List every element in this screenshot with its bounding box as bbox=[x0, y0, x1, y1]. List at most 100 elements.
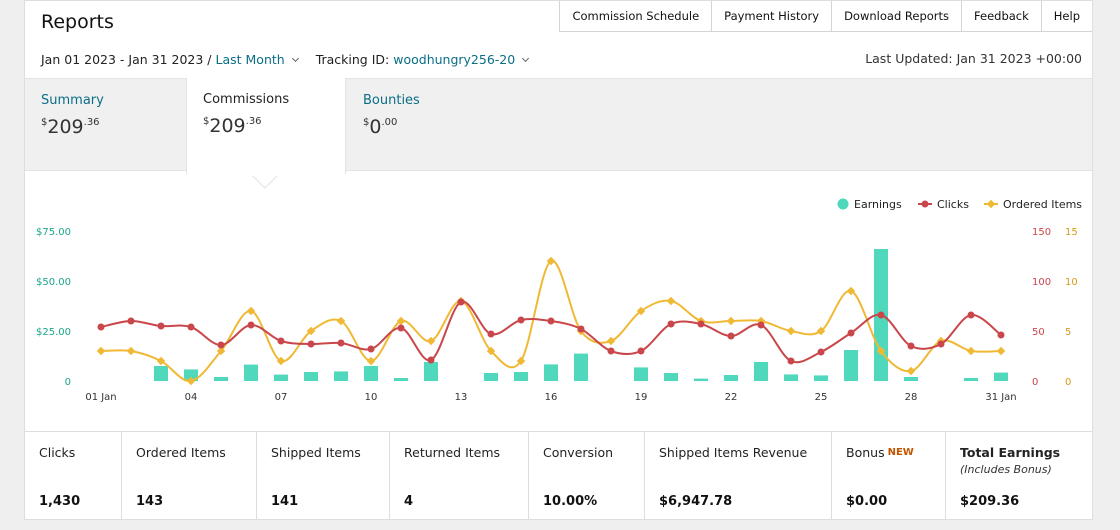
legend-clicks-marker bbox=[921, 200, 929, 208]
clicks-point bbox=[967, 311, 975, 319]
clicks-point bbox=[277, 337, 285, 345]
clicks-point bbox=[937, 340, 945, 348]
x-tick-label: 31 Jan bbox=[985, 392, 1016, 403]
stat-label: Shipped Items Revenue bbox=[659, 445, 808, 460]
clicks-point bbox=[727, 332, 735, 340]
filter-bar: Jan 01 2023 - Jan 31 2023 / Last Month Tr… bbox=[41, 52, 532, 67]
stat-sub-label: (Includes Bonus) bbox=[960, 463, 1052, 476]
stat-label: Total Earnings bbox=[960, 445, 1061, 460]
ordered-items-point bbox=[426, 336, 436, 346]
clicks-point bbox=[217, 341, 225, 349]
nav-download-reports[interactable]: Download Reports bbox=[831, 1, 962, 32]
stat-label: Bonus NEW bbox=[846, 445, 914, 460]
ordered-items-point bbox=[546, 256, 556, 266]
earnings-bar bbox=[154, 366, 168, 381]
nav-help[interactable]: Help bbox=[1040, 1, 1092, 32]
ordered-items-point bbox=[96, 346, 106, 356]
tab-amount: $209.36 bbox=[41, 116, 100, 138]
y-tick-clicks: 50 bbox=[1032, 327, 1045, 338]
y-tick-clicks: 100 bbox=[1032, 277, 1051, 288]
nav-payment-history[interactable]: Payment History bbox=[711, 1, 832, 32]
ordered-items-point bbox=[186, 376, 196, 386]
ordered-items-point bbox=[366, 356, 376, 366]
stat-label: Clicks bbox=[39, 445, 76, 460]
y-tick-items: 10 bbox=[1065, 277, 1078, 288]
y-tick-items: 0 bbox=[1065, 377, 1071, 388]
new-badge: NEW bbox=[887, 447, 914, 458]
period-link[interactable]: Last Month bbox=[215, 52, 285, 67]
clicks-point bbox=[367, 345, 375, 353]
earnings-bar bbox=[244, 364, 258, 381]
ordered-items-point bbox=[666, 296, 676, 306]
ordered-items-point bbox=[996, 346, 1006, 356]
clicks-point bbox=[397, 324, 405, 332]
tracking-id-selector[interactable]: Tracking ID: woodhungry256-20 bbox=[316, 52, 533, 67]
earnings-bar bbox=[274, 374, 288, 381]
earnings-bar bbox=[964, 378, 978, 381]
stat-returned-items: Returned Items 4 bbox=[390, 432, 529, 520]
x-tick-label: 28 bbox=[905, 392, 918, 403]
stat-label: Ordered Items bbox=[136, 445, 226, 460]
tab-summary[interactable]: Summary $209.36 bbox=[25, 79, 185, 171]
earnings-bar bbox=[634, 367, 648, 381]
stat-clicks: Clicks 1,430 bbox=[25, 432, 122, 520]
tab-commissions[interactable]: Commissions $209.36 bbox=[186, 78, 346, 174]
earnings-bar bbox=[544, 364, 558, 381]
stat-shipped-items: Shipped Items 141 bbox=[257, 432, 390, 520]
clicks-point bbox=[307, 340, 315, 348]
x-tick-label: 10 bbox=[365, 392, 378, 403]
clicks-point bbox=[907, 342, 915, 350]
ordered-items-point bbox=[846, 286, 856, 296]
y-tick-earnings: 0 bbox=[65, 377, 71, 388]
stat-value: 141 bbox=[271, 494, 299, 509]
x-tick-label: 07 bbox=[275, 392, 288, 403]
clicks-point bbox=[157, 322, 165, 330]
earnings-bar bbox=[694, 378, 708, 381]
x-tick-label: 04 bbox=[185, 392, 198, 403]
nav-commission-schedule[interactable]: Commission Schedule bbox=[559, 1, 712, 32]
y-tick-items: 5 bbox=[1065, 327, 1071, 338]
y-tick-clicks: 0 bbox=[1032, 377, 1038, 388]
earnings-bar bbox=[724, 375, 738, 381]
tab-bounties[interactable]: Bounties $0.00 bbox=[347, 79, 507, 171]
clicks-point bbox=[97, 323, 105, 331]
legend-earnings-marker bbox=[837, 198, 849, 210]
clicks-point bbox=[847, 329, 855, 337]
earnings-bar bbox=[664, 373, 678, 381]
x-tick-label: 25 bbox=[815, 392, 828, 403]
x-tick-label: 13 bbox=[455, 392, 468, 403]
clicks-line bbox=[100, 300, 1002, 364]
stat-value: $6,947.78 bbox=[659, 494, 733, 509]
tab-label: Bounties bbox=[363, 93, 420, 108]
clicks-point bbox=[427, 356, 435, 364]
y-tick-clicks: 150 bbox=[1032, 227, 1051, 238]
stat-label: Shipped Items bbox=[271, 445, 361, 460]
ordered-items-point bbox=[156, 356, 166, 366]
ordered-items-point bbox=[606, 336, 616, 346]
tab-amount: $0.00 bbox=[363, 116, 398, 138]
clicks-point bbox=[517, 316, 525, 324]
x-tick-label: 01 Jan bbox=[85, 392, 116, 403]
stat-conversion: Conversion 10.00% bbox=[529, 432, 645, 520]
clicks-point bbox=[487, 330, 495, 338]
earnings-bar bbox=[514, 372, 528, 381]
clicks-point bbox=[877, 311, 885, 319]
earnings-bar bbox=[754, 362, 768, 381]
tab-label: Summary bbox=[41, 93, 104, 108]
clicks-point bbox=[607, 347, 615, 355]
ordered-items-point bbox=[786, 326, 796, 336]
earnings-bar bbox=[904, 377, 918, 381]
earnings-bar bbox=[814, 375, 828, 381]
clicks-point bbox=[997, 331, 1005, 339]
tracking-id-value[interactable]: woodhungry256-20 bbox=[393, 52, 516, 67]
ordered-items-point bbox=[516, 356, 526, 366]
earnings-bar bbox=[784, 374, 798, 381]
ordered-items-point bbox=[336, 316, 346, 326]
x-tick-label: 22 bbox=[725, 392, 738, 403]
top-nav: Commission Schedule Payment History Down… bbox=[559, 1, 1092, 32]
date-range-selector[interactable]: Jan 01 2023 - Jan 31 2023 / Last Month bbox=[41, 52, 302, 67]
stat-ordered-items: Ordered Items 143 bbox=[122, 432, 257, 520]
nav-feedback[interactable]: Feedback bbox=[961, 1, 1041, 32]
date-range-text: Jan 01 2023 - Jan 31 2023 / bbox=[41, 52, 212, 67]
ordered-items-point bbox=[906, 366, 916, 376]
